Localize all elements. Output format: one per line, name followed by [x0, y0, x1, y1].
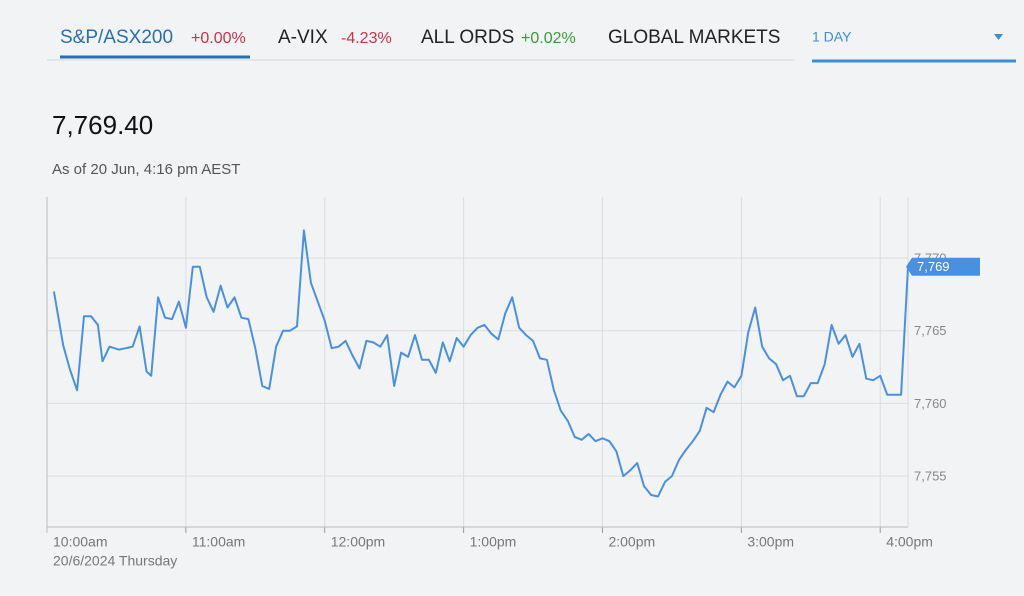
tab-name[interactable]: S&P/ASX200	[60, 27, 173, 48]
x-tick-label: 10:00am	[53, 534, 107, 550]
current-tag	[906, 257, 980, 276]
x-tick-label: 4:00pm	[886, 534, 933, 550]
y-tick-label: 7,760	[914, 396, 947, 411]
date-label: 20/6/2024 Thursday	[53, 553, 177, 569]
period-select[interactable]: 1 DAY	[812, 29, 852, 45]
tab-change[interactable]: -4.23%	[341, 30, 392, 47]
x-tick-label: 3:00pm	[747, 534, 794, 550]
x-tick-label: 2:00pm	[608, 534, 655, 550]
price: 7,769.40	[52, 110, 153, 140]
price-line	[52, 229, 909, 498]
x-tick-label: 11:00am	[192, 534, 245, 550]
dropdown-arrow[interactable]	[994, 34, 1003, 40]
x-tick-label: 12:00pm	[331, 534, 385, 550]
tab-change[interactable]: +0.00%	[191, 30, 246, 47]
tab-name[interactable]: ALL ORDS	[421, 27, 514, 48]
tab-change[interactable]: +0.02%	[521, 30, 576, 47]
tab-name[interactable]: A-VIX	[278, 27, 328, 48]
y-tick-label: 7,755	[914, 469, 947, 484]
x-tick-label: 1:00pm	[470, 534, 517, 550]
current-label: 7,769	[917, 259, 950, 274]
as-of: As of 20 Jun, 4:16 pm AEST	[52, 161, 240, 178]
tab-name[interactable]: GLOBAL MARKETS	[608, 27, 780, 48]
y-tick-label: 7,765	[914, 323, 947, 338]
